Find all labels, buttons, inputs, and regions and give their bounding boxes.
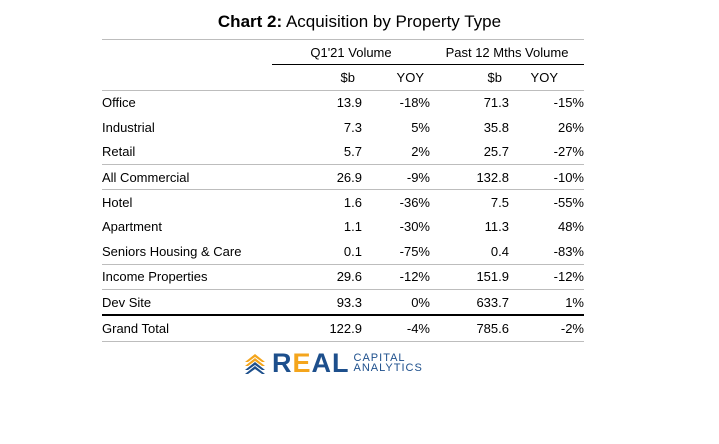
logo-word: REAL: [272, 348, 350, 378]
column-header-q1-yoy: YOY: [362, 64, 430, 91]
cell-q1-yoy: -9%: [362, 163, 430, 190]
row-label: Dev Site: [102, 288, 272, 316]
row-label: Apartment: [102, 219, 162, 235]
table-body: Office 13.9 -18% 71.3 -15% Industrial 7.3 5% 35.…: [102, 90, 584, 342]
cell-q1-yoy: 5%: [411, 119, 430, 135]
row-label: Retail: [102, 144, 136, 160]
table-row: Grand Total 122.9 -4% 785.6 -2%: [102, 314, 584, 342]
table-row: Industrial 7.3 5% 35.8 26%: [102, 115, 584, 139]
cell-ttm-vol: 11.3: [484, 219, 509, 235]
column-header-ttm-yoy: YOY: [509, 64, 584, 91]
logo-sub-line1: CAPITAL: [353, 352, 406, 364]
cell-q1-yoy: -30%: [399, 219, 430, 235]
cell-q1-vol: 13.9: [336, 95, 362, 111]
cell-q1-vol: 5.7: [343, 144, 362, 160]
row-label: Office: [102, 95, 136, 111]
cell-q1-vol: 1.6: [272, 189, 362, 215]
cell-q1-yoy: 0%: [362, 288, 430, 316]
cell-q1-vol: 122.9: [272, 314, 362, 342]
logo-subtext: CAPITAL ANALYTICS: [353, 352, 423, 374]
table-row: Retail 5.7 2% 25.7 -27%: [102, 140, 584, 165]
cell-q1-vol: 1.1: [343, 219, 362, 235]
chart-title-text: Acquisition by Property Type: [285, 12, 502, 31]
table-row: Office 13.9 -18% 71.3 -15%: [102, 90, 584, 115]
table-row: Hotel 1.6 -36% 7.5 -55%: [102, 189, 584, 215]
row-label: All Commercial: [102, 163, 272, 190]
corner-cell: [102, 64, 272, 91]
cell-ttm-yoy: -2%: [509, 314, 584, 342]
cell-ttm-yoy: -12%: [509, 263, 584, 290]
chart-title: Chart 2: Acquisition by Property Type: [0, 12, 719, 32]
row-label: Industrial: [102, 119, 155, 135]
cell-q1-vol: 26.9: [272, 163, 362, 190]
cell-q1-yoy: -75%: [399, 243, 430, 259]
cell-ttm-yoy: -27%: [553, 144, 584, 160]
cell-ttm-yoy: -83%: [553, 243, 584, 259]
cell-ttm-vol: 35.8: [483, 119, 509, 135]
row-label: Grand Total: [102, 314, 272, 342]
table-row: Dev Site 93.3 0% 633.7 1%: [102, 288, 584, 316]
cell-ttm-vol: 132.8: [430, 163, 509, 190]
cell-ttm-vol: 7.5: [430, 189, 509, 215]
column-group-q1: Q1'21 Volume: [272, 38, 430, 66]
cell-ttm-vol: 633.7: [430, 288, 509, 316]
logo-sub-line2: ANALYTICS: [353, 362, 423, 374]
table-row: Seniors Housing & Care 0.1 -75% 0.4 -83%: [102, 239, 584, 264]
column-group-ttm: Past 12 Mths Volume: [430, 38, 584, 66]
cell-ttm-yoy: 26%: [557, 119, 584, 135]
cell-q1-vol: 93.3: [272, 288, 362, 316]
cell-ttm-vol: 0.4: [490, 243, 509, 259]
cell-ttm-vol: 151.9: [430, 263, 509, 290]
cell-ttm-vol: 25.7: [483, 144, 509, 160]
corner-cell: [102, 38, 272, 65]
column-header-ttm-vol: $b: [430, 64, 509, 91]
cell-ttm-yoy: -55%: [509, 189, 584, 215]
cell-q1-yoy: -36%: [362, 189, 430, 215]
real-capital-analytics-logo: REAL CAPITAL ANALYTICS: [243, 348, 423, 378]
cell-q1-yoy: 2%: [411, 144, 430, 160]
cell-q1-yoy: -18%: [399, 95, 430, 111]
cell-ttm-yoy: -10%: [509, 163, 584, 190]
cell-q1-vol: 29.6: [272, 263, 362, 290]
cell-ttm-yoy: 1%: [509, 288, 584, 316]
logo-mark-icon: [245, 354, 265, 374]
row-label: Income Properties: [102, 263, 272, 290]
row-label: Hotel: [102, 189, 272, 215]
column-header-q1-vol: $b: [272, 64, 362, 91]
table-row: Income Properties 29.6 -12% 151.9 -12%: [102, 263, 584, 290]
row-label: Seniors Housing & Care: [102, 243, 242, 259]
cell-ttm-yoy: 48%: [557, 219, 584, 235]
cell-q1-vol: 0.1: [343, 243, 362, 259]
cell-ttm-vol: 71.3: [483, 95, 509, 111]
table-row: Apartment 1.1 -30% 11.3 48%: [102, 215, 584, 239]
acquisition-table: Q1'21 Volume Past 12 Mths Volume $b YOY …: [102, 38, 584, 342]
cell-ttm-vol: 785.6: [430, 314, 509, 342]
cell-q1-yoy: -12%: [362, 263, 430, 290]
cell-q1-yoy: -4%: [362, 314, 430, 342]
chart-title-prefix: Chart 2:: [217, 12, 283, 31]
cell-ttm-yoy: -15%: [553, 95, 584, 111]
table-row: All Commercial 26.9 -9% 132.8 -10%: [102, 163, 584, 190]
cell-q1-vol: 7.3: [343, 119, 362, 135]
